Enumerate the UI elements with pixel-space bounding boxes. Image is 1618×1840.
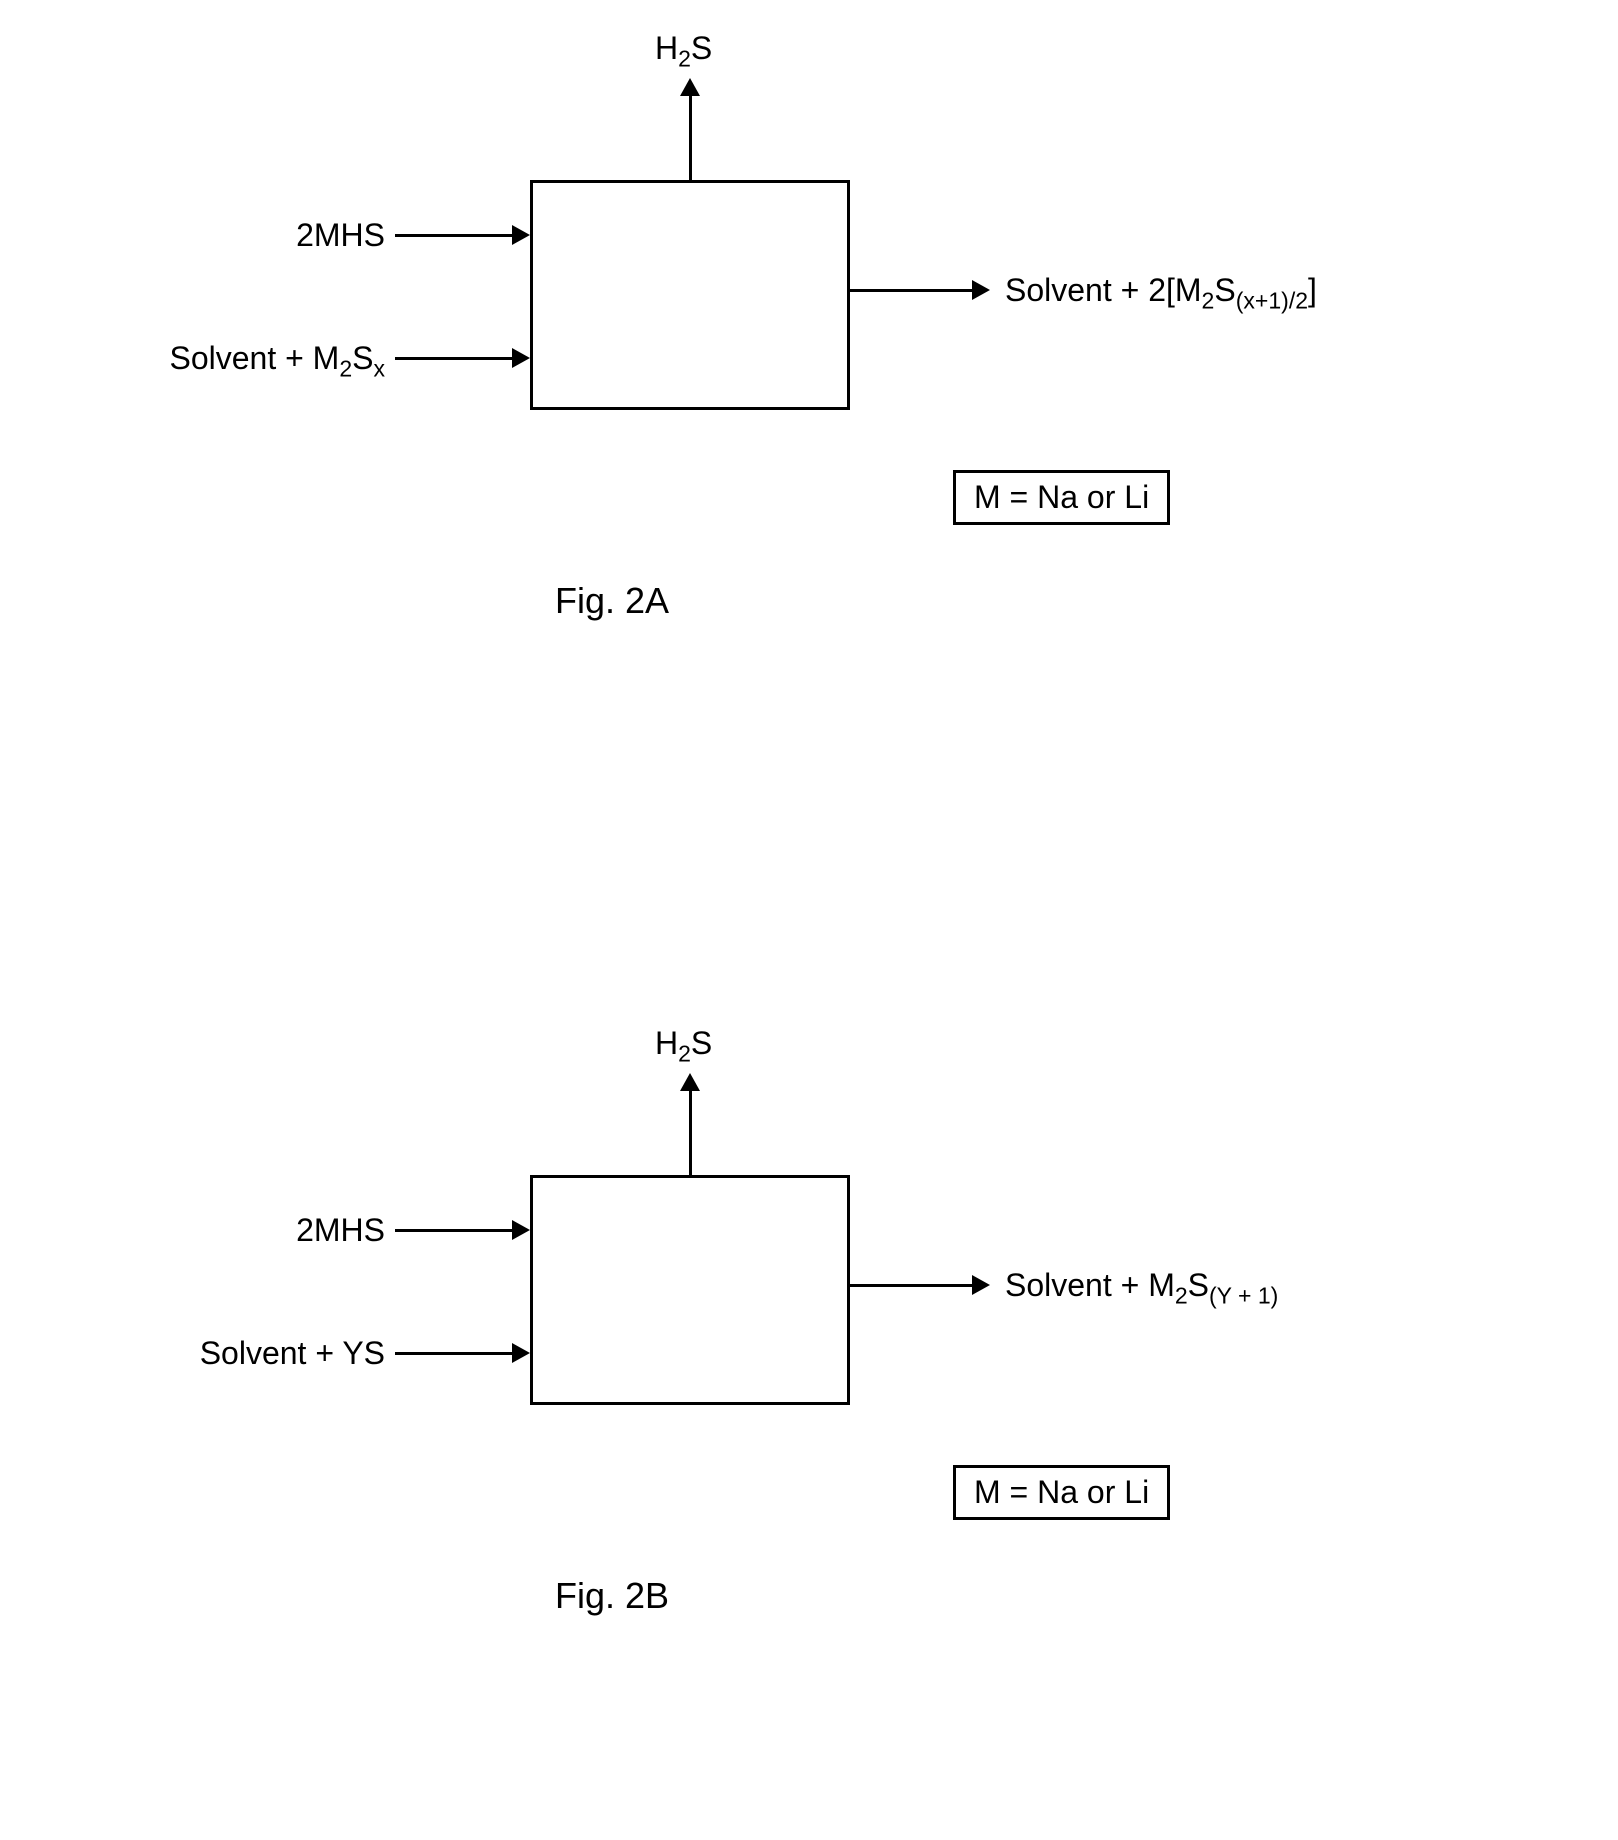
figB-label-output-right: Solvent + M2S(Y + 1) [1005, 1267, 1278, 1309]
figA-reactor-box [530, 180, 850, 410]
figA-label-input1: 2MHS [296, 217, 385, 254]
figB-legend-box: M = Na or Li [953, 1465, 1170, 1520]
figB-label-input2: Solvent + YS [200, 1335, 385, 1372]
figB-arrow-top-head [680, 1073, 700, 1091]
figB-label-input1: 2MHS [296, 1212, 385, 1249]
figB-reactor-box [530, 1175, 850, 1405]
figA-arrow-top-head [680, 78, 700, 96]
figA-label-output-right: Solvent + 2[M2S(x+1)/2] [1005, 272, 1317, 314]
diagram-canvas: H2S 2MHS Solvent + M2Sx Solvent + 2[M2S(… [0, 0, 1618, 1840]
figA-label-input2: Solvent + M2Sx [169, 340, 385, 382]
figB-arrow-in1-head [512, 1220, 530, 1240]
figB-arrow-in2-line [395, 1352, 512, 1355]
figA-legend-box: M = Na or Li [953, 470, 1170, 525]
figB-arrow-top-line [689, 1091, 692, 1175]
figA-arrow-in2-line [395, 357, 512, 360]
figB-arrow-out-line [850, 1284, 972, 1287]
figB-arrow-in2-head [512, 1343, 530, 1363]
figB-arrow-out-head [972, 1275, 990, 1295]
figA-arrow-in2-head [512, 348, 530, 368]
figA-arrow-out-head [972, 280, 990, 300]
figB-label-top-output: H2S [655, 1025, 712, 1067]
figB-caption: Fig. 2B [555, 1575, 669, 1617]
figA-arrow-top-line [689, 96, 692, 180]
figB-arrow-in1-line [395, 1229, 512, 1232]
figA-arrow-in1-line [395, 234, 512, 237]
figA-arrow-in1-head [512, 225, 530, 245]
figA-arrow-out-line [850, 289, 972, 292]
figA-caption: Fig. 2A [555, 580, 669, 622]
figA-label-top-output: H2S [655, 30, 712, 72]
